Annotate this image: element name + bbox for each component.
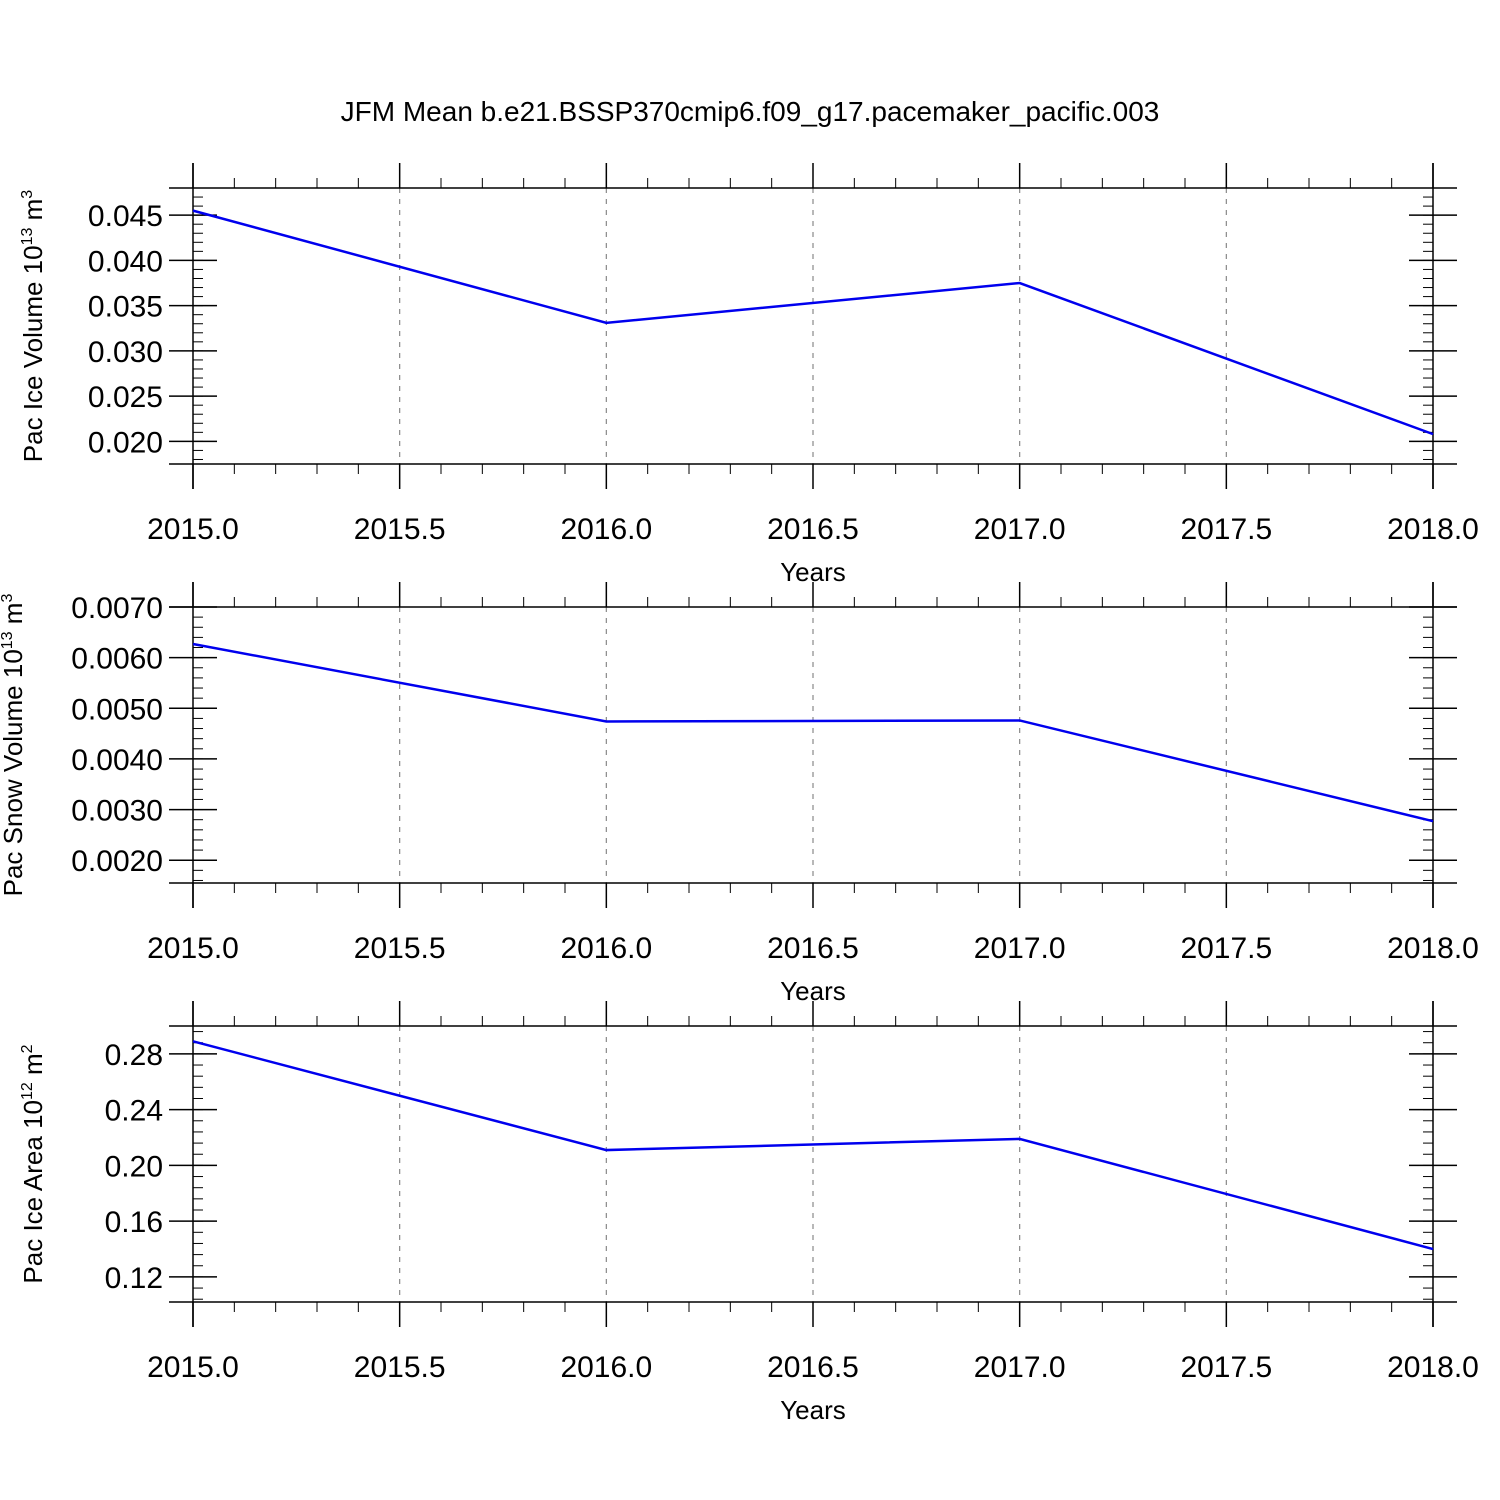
y-tick-label: 0.025 bbox=[88, 381, 163, 414]
panel-2: 2015.0 2015.5 2016.0 2016.5 2017.0 2017.5 2018… bbox=[0, 582, 1479, 1006]
x-tick-label: 2016.0 bbox=[560, 932, 652, 965]
panel-3: 2015.0 2015.5 2016.0 2016.5 2017.0 2017.5 2018… bbox=[18, 1001, 1479, 1425]
y-tick-label: 0.0030 bbox=[71, 795, 163, 828]
x-tick-label: 2015.5 bbox=[354, 513, 446, 546]
x-tick-label: 2018.0 bbox=[1387, 1351, 1479, 1384]
y-axis-label-unit-exp: 3 bbox=[0, 594, 16, 603]
y-tick-label: 0.0020 bbox=[71, 845, 163, 878]
y-tick-label: 0.040 bbox=[88, 245, 163, 278]
x-tick-label: 2017.5 bbox=[1180, 1351, 1272, 1384]
y-tick-label: 0.24 bbox=[105, 1095, 163, 1128]
y-tick-label: 0.0040 bbox=[71, 744, 163, 777]
x-tick-label: 2016.0 bbox=[560, 513, 652, 546]
y-axis-label-base: Pac Ice Area 10 bbox=[18, 1100, 48, 1284]
y-axis-label-exp: 13 bbox=[0, 631, 16, 649]
x-tick-label: 2016.5 bbox=[767, 513, 859, 546]
x-tick-label: 2017.0 bbox=[974, 513, 1066, 546]
x-tick-label: 2017.0 bbox=[974, 1351, 1066, 1384]
y-tick-label: 0.020 bbox=[88, 426, 163, 459]
x-tick-label: 2017.0 bbox=[974, 932, 1066, 965]
series-line bbox=[192, 209, 1434, 436]
y-tick-label: 0.035 bbox=[88, 291, 163, 324]
y-axis-label-base: Pac Ice Volume 10 bbox=[18, 245, 48, 462]
y-tick-label: 0.12 bbox=[105, 1262, 163, 1295]
y-axis-label: Pac Ice Area 1012 m2 bbox=[18, 1044, 48, 1283]
x-tick-label: 2015.0 bbox=[147, 1351, 239, 1384]
x-tick-label: 2018.0 bbox=[1387, 513, 1479, 546]
panel-1: 2015.0 2015.5 2016.0 2016.5 2017.0 2017.5 2018… bbox=[18, 163, 1479, 587]
y-axis-label-unit: m bbox=[18, 1053, 48, 1082]
x-tick-label: 2015.5 bbox=[354, 932, 446, 965]
y-tick-label: 0.16 bbox=[105, 1206, 163, 1239]
series-line bbox=[192, 1040, 1434, 1251]
x-tick-label: 2015.0 bbox=[147, 513, 239, 546]
y-axis-label-unit: m bbox=[18, 199, 48, 228]
x-tick-label: 2016.5 bbox=[767, 932, 859, 965]
x-tick-label: 2018.0 bbox=[1387, 932, 1479, 965]
x-tick-label: 2016.5 bbox=[767, 1351, 859, 1384]
y-axis-label: Pac Ice Volume 1013 m3 bbox=[18, 190, 48, 463]
y-tick-label: 0.030 bbox=[88, 336, 163, 369]
y-tick-label: 0.0050 bbox=[71, 693, 163, 726]
y-axis-label-exp: 13 bbox=[19, 227, 36, 245]
x-tick-label: 2016.0 bbox=[560, 1351, 652, 1384]
y-tick-label: 0.045 bbox=[88, 200, 163, 233]
y-axis-label-base: Pac Snow Volume 10 bbox=[0, 649, 28, 896]
y-tick-label: 0.0070 bbox=[71, 592, 163, 625]
y-tick-label: 0.0060 bbox=[71, 643, 163, 676]
series-line bbox=[192, 642, 1434, 823]
y-tick-label: 0.28 bbox=[105, 1039, 163, 1072]
x-tick-label: 2017.5 bbox=[1180, 513, 1272, 546]
x-axis-label: Years bbox=[780, 1395, 846, 1425]
x-tick-label: 2015.0 bbox=[147, 932, 239, 965]
y-axis-label-unit-exp: 3 bbox=[19, 190, 36, 199]
y-axis-label: Pac Snow Volume 1013 m3 bbox=[0, 594, 28, 897]
y-axis-label-exp: 12 bbox=[19, 1082, 36, 1100]
chart-title: JFM Mean b.e21.BSSP370cmip6.f09_g17.pace… bbox=[340, 96, 1160, 127]
y-axis-label-unit: m bbox=[0, 603, 28, 632]
x-tick-label: 2017.5 bbox=[1180, 932, 1272, 965]
y-tick-label: 0.20 bbox=[105, 1150, 163, 1183]
y-axis-label-unit-exp: 2 bbox=[19, 1044, 36, 1053]
x-tick-label: 2015.5 bbox=[354, 1351, 446, 1384]
